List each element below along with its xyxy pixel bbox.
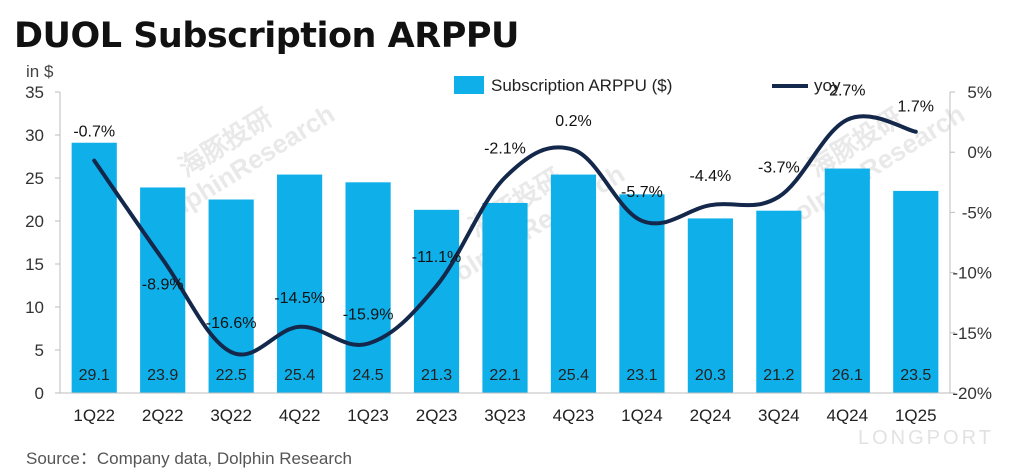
- yoy-value-label: -2.1%: [484, 140, 526, 157]
- x-tick-label: 4Q23: [553, 406, 595, 425]
- bar-2Q24: [687, 218, 733, 393]
- y2-tick-label: -20%: [952, 384, 992, 403]
- bar-value-label: 23.1: [626, 367, 657, 384]
- y-tick-label: 15: [25, 255, 44, 274]
- y2-tick-label: -10%: [952, 264, 992, 283]
- bar-value-label: 24.5: [353, 367, 384, 384]
- brand-watermark: LONGPORT: [858, 427, 994, 449]
- bar-value-label: 23.9: [147, 367, 178, 384]
- bar-value-label: 21.3: [421, 367, 452, 384]
- y-axis-unit-label: in $: [26, 62, 54, 81]
- bar-1Q25: [893, 190, 939, 393]
- yoy-line: [92, 114, 918, 357]
- bar-3Q22: [208, 199, 254, 393]
- yoy-value-label: -3.7%: [758, 160, 800, 177]
- chart-title: DUOL Subscription ARPPU: [14, 16, 519, 56]
- x-tick-label: 2Q23: [416, 406, 458, 425]
- bar-1Q24: [619, 194, 665, 393]
- yoy-value-label: 2.7%: [829, 83, 865, 100]
- yoy-value-label: 0.2%: [555, 113, 591, 130]
- bar-value-label: 22.1: [489, 367, 520, 384]
- x-tick-label: 1Q23: [347, 406, 389, 425]
- left-y-axis: 0 5 10 15 20 25 30 35: [25, 83, 61, 403]
- bar-4Q24: [824, 168, 870, 393]
- bar-value-label: 29.1: [79, 367, 110, 384]
- source-note: Source：Company data, Dolphin Research: [26, 449, 353, 468]
- x-tick-label: 2Q22: [142, 406, 184, 425]
- x-tick-label: 2Q24: [690, 406, 732, 425]
- y2-tick-label: 5%: [967, 83, 992, 102]
- yoy-value-label: -4.4%: [689, 168, 731, 185]
- y-tick-label: 35: [25, 83, 44, 102]
- yoy-value-label: -8.9%: [142, 276, 184, 293]
- x-axis: 1Q22 2Q22 3Q22 4Q22 1Q23 2Q23 3Q23 4Q23 1Q24 2Q24…: [60, 392, 950, 425]
- y2-tick-label: -15%: [952, 324, 992, 343]
- x-tick-label: 4Q22: [279, 406, 321, 425]
- bar-3Q23: [482, 202, 528, 393]
- legend-item-arppu: Subscription ARPPU ($): [454, 76, 672, 95]
- bar-value-label: 23.5: [900, 367, 931, 384]
- y-tick-label: 0: [35, 384, 44, 403]
- bar-value-label: 26.1: [832, 367, 863, 384]
- bar-value-label: 21.2: [763, 367, 794, 384]
- x-tick-label: 4Q24: [827, 406, 869, 425]
- legend-label-arppu: Subscription ARPPU ($): [491, 76, 672, 95]
- yoy-value-label: -15.9%: [343, 307, 394, 324]
- yoy-value-label: 1.7%: [898, 99, 934, 116]
- y-tick-label: 30: [25, 126, 44, 145]
- legend-swatch-bar: [454, 76, 484, 94]
- y-tick-label: 5: [35, 341, 44, 360]
- bar-1Q23: [345, 182, 391, 393]
- x-tick-label: 3Q22: [210, 406, 252, 425]
- right-y-axis: -20% -15% -10% -5% 0% 5%: [949, 83, 992, 403]
- yoy-value-label: -14.5%: [274, 290, 325, 307]
- legend-label-yoy: yoy: [814, 76, 841, 95]
- bar-3Q24: [756, 210, 802, 393]
- x-tick-label: 3Q23: [484, 406, 526, 425]
- x-tick-label: 1Q25: [895, 406, 937, 425]
- bar-value-label: 20.3: [695, 367, 726, 384]
- legend-item-yoy: yoy: [772, 76, 841, 95]
- bar-value-label: 25.4: [558, 367, 589, 384]
- y2-tick-label: 0%: [967, 143, 992, 162]
- yoy-value-label: -0.7%: [73, 124, 115, 141]
- yoy-value-label: -16.6%: [206, 315, 257, 332]
- yoy-value-label: -11.1%: [412, 249, 462, 266]
- y-tick-label: 25: [25, 169, 44, 188]
- x-tick-label: 1Q22: [73, 406, 115, 425]
- bar-value-label: 22.5: [216, 367, 247, 384]
- bar-2Q22: [140, 187, 186, 393]
- bar-4Q23: [550, 174, 597, 393]
- bar-value-label: 25.4: [284, 367, 315, 384]
- legend: Subscription ARPPU ($) yoy: [454, 76, 841, 95]
- y-tick-label: 20: [25, 212, 44, 231]
- x-tick-label: 1Q24: [621, 406, 663, 425]
- bar-series: 29.1 23.9 22.5 25.4 24.5 21.3 22.1 25.4 23.1 20.3…: [71, 142, 939, 393]
- y-tick-label: 10: [25, 298, 44, 317]
- yoy-line-series: -0.7% -8.9% -16.6% -14.5% -15.9% -11.1% -2.1% 0…: [73, 83, 934, 357]
- bar-4Q22: [277, 174, 323, 393]
- y2-tick-label: -5%: [962, 203, 992, 222]
- yoy-value-label: -5.7%: [621, 184, 663, 201]
- x-tick-label: 3Q24: [758, 406, 800, 425]
